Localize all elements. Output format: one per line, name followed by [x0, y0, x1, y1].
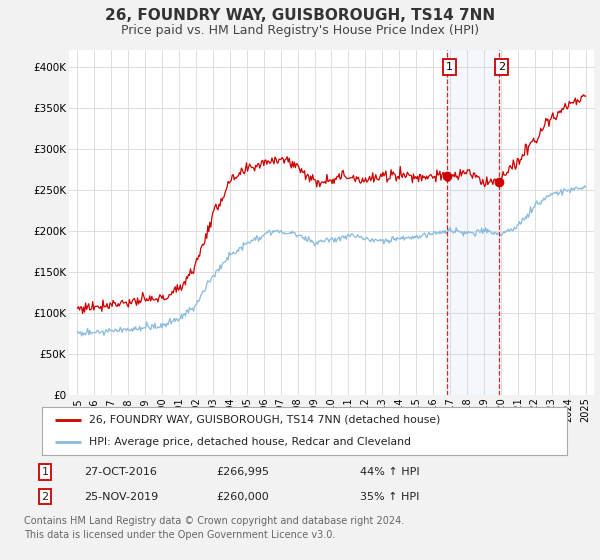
- Text: 26, FOUNDRY WAY, GUISBOROUGH, TS14 7NN (detached house): 26, FOUNDRY WAY, GUISBOROUGH, TS14 7NN (…: [89, 415, 440, 425]
- Text: 25-NOV-2019: 25-NOV-2019: [84, 492, 158, 502]
- Text: 44% ↑ HPI: 44% ↑ HPI: [360, 467, 419, 477]
- Text: 1: 1: [446, 62, 453, 72]
- Text: £266,995: £266,995: [216, 467, 269, 477]
- Text: 2: 2: [41, 492, 49, 502]
- Text: Price paid vs. HM Land Registry's House Price Index (HPI): Price paid vs. HM Land Registry's House …: [121, 24, 479, 36]
- Text: 1: 1: [41, 467, 49, 477]
- Bar: [447, 50, 499, 395]
- Text: £260,000: £260,000: [216, 492, 269, 502]
- Text: 27-OCT-2016: 27-OCT-2016: [84, 467, 157, 477]
- Text: 35% ↑ HPI: 35% ↑ HPI: [360, 492, 419, 502]
- Text: Contains HM Land Registry data © Crown copyright and database right 2024.
This d: Contains HM Land Registry data © Crown c…: [24, 516, 404, 539]
- Text: HPI: Average price, detached house, Redcar and Cleveland: HPI: Average price, detached house, Redc…: [89, 437, 411, 447]
- Text: 2: 2: [498, 62, 505, 72]
- Text: 26, FOUNDRY WAY, GUISBOROUGH, TS14 7NN: 26, FOUNDRY WAY, GUISBOROUGH, TS14 7NN: [105, 8, 495, 24]
